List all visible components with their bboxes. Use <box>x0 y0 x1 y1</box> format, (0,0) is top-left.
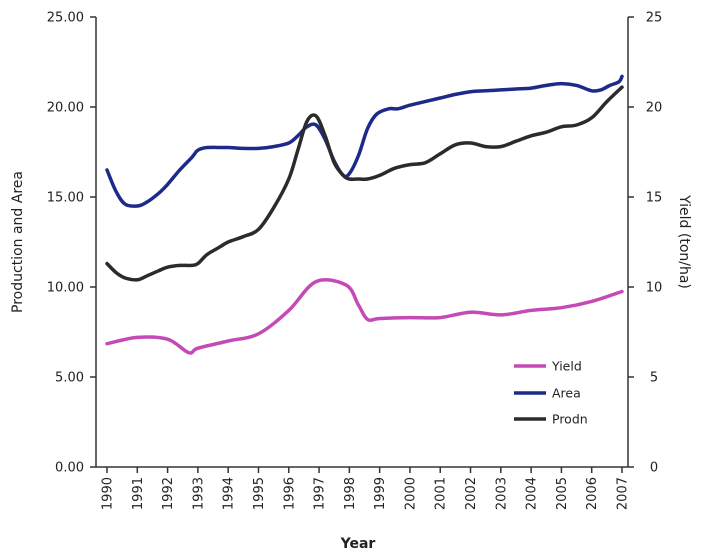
right-tick-label: 25 <box>646 11 663 26</box>
right-y-axis: 0 5 10 15 20 25 <box>627 11 663 476</box>
legend: Yield Area Prodn <box>514 359 588 427</box>
legend-label-prodn: Prodn <box>552 412 588 427</box>
left-tick-label: 0.00 <box>55 461 84 476</box>
x-tick-label: 2007 <box>616 477 631 510</box>
series-layer <box>105 74 624 355</box>
x-tick-label: 2002 <box>464 477 479 510</box>
left-tick-label: 15.00 <box>47 191 84 206</box>
left-tick-label: 5.00 <box>55 371 84 386</box>
left-tick-label: 20.00 <box>47 101 84 116</box>
x-tick-label: 1991 <box>131 477 146 510</box>
x-axis-title: Year <box>340 536 376 552</box>
x-tick-label: 2001 <box>434 477 449 510</box>
x-tick-label: 2006 <box>585 477 600 510</box>
legend-label-area: Area <box>552 386 581 401</box>
x-tick-label: 1997 <box>313 477 328 510</box>
x-tick-label: 1994 <box>222 477 237 510</box>
right-tick-label: 10 <box>646 281 663 296</box>
y-axis-left-title: Production and Area <box>10 171 26 313</box>
x-tick-label: 2005 <box>555 477 570 510</box>
x-tick-label: 1996 <box>282 477 297 510</box>
right-tick-label: 15 <box>646 191 663 206</box>
legend-label-yield: Yield <box>551 359 582 374</box>
series-line-yield <box>105 278 624 355</box>
x-tick-label: 2004 <box>525 477 540 510</box>
right-tick-label: 0 <box>650 461 658 476</box>
left-tick-label: 25.00 <box>47 11 84 26</box>
x-tick-label: 1992 <box>161 477 176 510</box>
left-y-axis: 0.00 5.00 10.00 15.00 20.00 25.00 <box>47 11 97 476</box>
y-axis-right-title: Yield (ton/ha) <box>676 194 692 289</box>
x-tick-label: 1990 <box>101 477 116 510</box>
right-tick-label: 5 <box>650 371 658 386</box>
x-tick-label: 1998 <box>343 477 358 510</box>
left-tick-label: 10.00 <box>47 281 84 296</box>
x-axis: 1990 1991 1992 1993 1994 1995 1996 1997 1998 1999… <box>96 466 631 510</box>
series-line-prodn <box>105 85 624 282</box>
right-tick-label: 20 <box>646 101 663 116</box>
x-tick-label: 1995 <box>252 477 267 510</box>
x-tick-label: 1999 <box>373 477 388 510</box>
x-tick-label: 2003 <box>494 477 509 510</box>
series-line-area <box>105 74 624 208</box>
x-tick-label: 2000 <box>403 477 418 510</box>
x-tick-label: 1993 <box>191 477 206 510</box>
